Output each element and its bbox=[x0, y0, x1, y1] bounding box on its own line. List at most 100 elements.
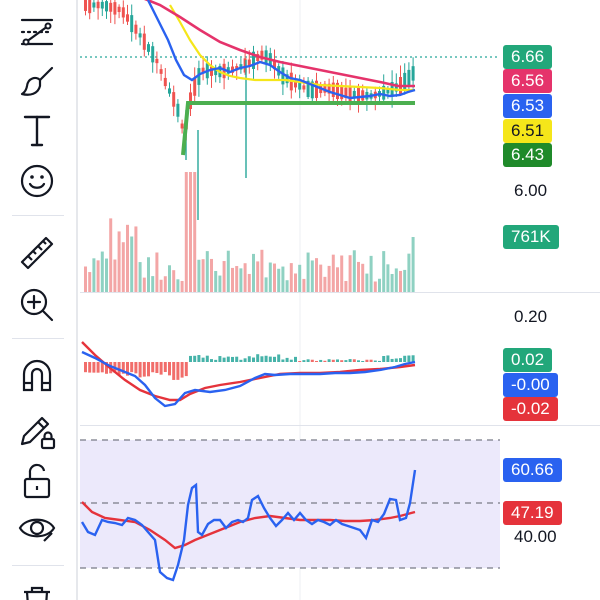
macd-bar bbox=[348, 359, 352, 362]
candle bbox=[399, 65, 402, 96]
candle bbox=[134, 20, 138, 40]
chart-area[interactable] bbox=[80, 0, 500, 600]
text-tool-icon[interactable] bbox=[14, 107, 60, 153]
volume-bar bbox=[113, 259, 117, 292]
macd-bar bbox=[214, 359, 218, 362]
volume-bar bbox=[390, 273, 394, 292]
volume-bar bbox=[302, 278, 306, 292]
candlesticks bbox=[84, 0, 415, 220]
ma-yellow-price-label: 6.51 bbox=[503, 119, 553, 143]
candle bbox=[96, 0, 100, 20]
macd-bar bbox=[357, 360, 360, 362]
price-axis-tick: 6.00 bbox=[514, 181, 548, 200]
volume-bar bbox=[138, 262, 142, 292]
zoom-in-icon[interactable] bbox=[14, 282, 60, 328]
macd-bar bbox=[180, 362, 184, 378]
ma-blue-price-label: 6.53 bbox=[503, 94, 553, 118]
macd-bar bbox=[277, 354, 281, 362]
volume-bar bbox=[105, 258, 108, 292]
brush-tool-icon[interactable] bbox=[14, 58, 60, 104]
macd-bar bbox=[264, 355, 268, 362]
candle bbox=[176, 99, 180, 123]
macd-signal-label: -0.02 bbox=[503, 397, 558, 421]
volume-bar bbox=[348, 255, 352, 292]
rsi-blue-line bbox=[80, 469, 417, 582]
candle bbox=[109, 0, 113, 24]
ruler-measure-icon[interactable] bbox=[14, 230, 60, 276]
macd-bar bbox=[315, 360, 318, 362]
drawing-toolbar bbox=[0, 0, 78, 600]
candle bbox=[180, 119, 184, 134]
volume-bar bbox=[378, 278, 381, 292]
macd-bar bbox=[92, 362, 96, 373]
candle bbox=[189, 83, 192, 116]
trend-line-tool-icon[interactable] bbox=[14, 8, 60, 54]
macd-bar bbox=[105, 362, 108, 374]
volume-bar bbox=[289, 263, 293, 292]
volume-bar bbox=[369, 255, 373, 292]
volume-bar bbox=[218, 275, 222, 292]
volume-bar bbox=[180, 280, 184, 292]
volume-bar bbox=[134, 226, 138, 292]
volume-bar bbox=[222, 261, 226, 292]
volume-bar bbox=[231, 267, 234, 292]
pane-separator[interactable] bbox=[80, 425, 600, 426]
macd-bar bbox=[142, 362, 146, 377]
macd-bar bbox=[378, 360, 381, 362]
candle bbox=[193, 67, 197, 102]
candle bbox=[365, 87, 369, 111]
rsi-axis-tick: 40.00 bbox=[514, 527, 557, 546]
volume-bar bbox=[315, 258, 318, 292]
volume-bars bbox=[84, 172, 415, 292]
candle bbox=[117, 4, 121, 19]
candle bbox=[159, 64, 163, 81]
volume-bar bbox=[84, 266, 87, 292]
macd-red-line bbox=[81, 341, 416, 402]
magnet-icon[interactable] bbox=[14, 352, 60, 398]
volume-bar bbox=[411, 237, 415, 292]
macd-bar bbox=[331, 359, 335, 362]
volume-bar bbox=[159, 279, 163, 292]
emoji-tool-icon[interactable] bbox=[14, 158, 60, 204]
support-line bbox=[181, 101, 415, 156]
macd-bar bbox=[407, 355, 411, 362]
volume-bar bbox=[201, 259, 205, 292]
volume-bar bbox=[256, 261, 260, 292]
macd-bar bbox=[289, 359, 293, 362]
macd-bar bbox=[184, 362, 188, 377]
volume-bar bbox=[277, 268, 281, 292]
macd-bar bbox=[260, 356, 264, 362]
volume-bar bbox=[361, 263, 365, 292]
volume-bar bbox=[100, 251, 104, 292]
volume-bar bbox=[382, 251, 386, 292]
pane-separator[interactable] bbox=[80, 292, 600, 293]
eye-visibility-icon[interactable] bbox=[14, 505, 60, 551]
trash-icon[interactable] bbox=[14, 580, 60, 600]
volume-bar bbox=[268, 262, 272, 292]
macd-bar bbox=[84, 362, 87, 373]
candle bbox=[113, 0, 117, 25]
volume-bar bbox=[327, 265, 331, 292]
volume-label: 761K bbox=[503, 225, 559, 249]
macd-bar bbox=[344, 360, 348, 362]
macd-bar bbox=[327, 359, 331, 362]
volume-bar bbox=[323, 276, 327, 292]
unlock-icon[interactable] bbox=[14, 458, 60, 504]
macd-bar bbox=[268, 356, 272, 362]
macd-bar bbox=[285, 357, 289, 362]
macd-bar bbox=[168, 362, 171, 376]
macd-bar bbox=[205, 355, 209, 362]
ma-pink-price-label: 6.56 bbox=[503, 69, 553, 93]
last-price-label: 6.66 bbox=[503, 45, 553, 69]
rsi-ma-label: 47.19 bbox=[503, 501, 562, 525]
candle bbox=[323, 80, 327, 97]
candle bbox=[256, 50, 260, 71]
lock-drawings-icon[interactable] bbox=[14, 408, 60, 454]
candle bbox=[273, 49, 276, 79]
macd-histogram-label: 0.02 bbox=[503, 348, 553, 372]
macd-bar bbox=[298, 360, 302, 362]
macd-bar bbox=[403, 355, 407, 362]
volume-bar bbox=[357, 261, 360, 292]
ma-yellow-line bbox=[169, 4, 415, 92]
macd-bar bbox=[235, 356, 239, 362]
